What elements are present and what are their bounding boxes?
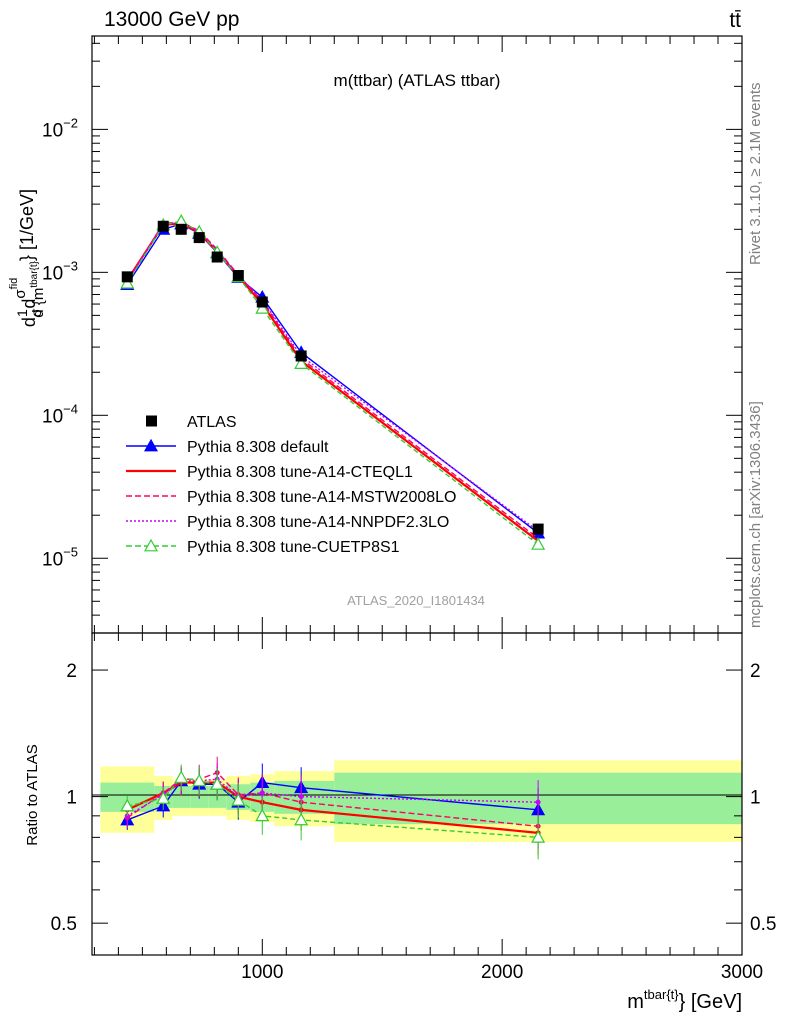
main-panel: m(ttbar) (ATLAS ttbar) ATLAS_2020_I18014… — [8, 35, 743, 634]
legend-label: Pythia 8.308 tune-CUETP8S1 — [187, 539, 400, 556]
data-point — [256, 296, 268, 308]
x-tick-label: 3000 — [721, 962, 763, 983]
xlabel-base: m — [627, 991, 644, 1013]
header-right: tt̄ — [729, 9, 741, 32]
ratio-marker — [255, 808, 270, 822]
legend-label: Pythia 8.308 tune-A14-CTEQL1 — [187, 464, 413, 481]
main-title: m(ttbar) (ATLAS ttbar) — [334, 71, 501, 90]
ratio-ylabel: Ratio to ATLAS — [24, 744, 41, 845]
ratio-marks — [120, 756, 546, 860]
x-tick-label: 1000 — [241, 962, 283, 983]
legend-marker — [143, 538, 159, 552]
y-tick-base: 10 — [42, 406, 63, 427]
legend-label: Pythia 8.308 default — [187, 439, 329, 456]
ratio-marker — [259, 790, 265, 796]
data-point — [532, 523, 544, 535]
legend-marker — [143, 438, 159, 452]
y-tick-label: 10−5 — [42, 544, 78, 570]
x-tick-labels: 1000 2000 3000 — [241, 962, 763, 983]
data-point — [232, 270, 244, 282]
ratio-marker — [192, 773, 207, 787]
ylabel-sig-sup: fid — [8, 278, 20, 290]
legend: ATLAS Pythia 8.308 default Pythia 8.308 tu… — [126, 414, 456, 556]
legend-marker — [146, 415, 157, 427]
ratio-tick-label-left: 1 — [66, 788, 77, 809]
series-marker — [255, 301, 270, 314]
ratio-frame — [91, 632, 743, 956]
xlabel-tail: } [GeV] — [679, 991, 742, 1013]
header-left: 13000 GeV pp — [104, 8, 239, 31]
ratio-band-inner — [172, 785, 191, 808]
ylabel-prefix: d — [19, 317, 39, 327]
ratio-tick-label-right: 0.5 — [750, 914, 776, 935]
y-axis-label: d1σdσfidd {mtbar{t}} [1/GeV] — [8, 189, 47, 327]
ratio-tick-label-left: 0.5 — [51, 914, 77, 935]
ratio-ticks — [92, 633, 743, 955]
series-line — [126, 220, 539, 545]
ylabel-frac-den: σ — [28, 308, 44, 317]
y-tick-exp: −2 — [63, 115, 78, 130]
data-point — [211, 251, 223, 263]
ratio-marker — [210, 777, 225, 790]
series-marker — [120, 275, 135, 289]
y-tick-label: 10−3 — [42, 258, 78, 284]
legend-label: ATLAS — [187, 414, 237, 431]
ratio-tick-labels: 2 2 1 1 0.5 0.5 — [51, 661, 777, 935]
y-tick-exp: −5 — [63, 544, 78, 559]
data-point — [157, 220, 169, 232]
ratio-marker — [231, 793, 246, 806]
data-point — [121, 271, 133, 283]
ratio-panel: 2 2 1 1 0.5 0.5 Ratio to ATLAS — [24, 632, 777, 956]
ratio-marker — [535, 799, 541, 805]
svg-text:d1σdσfidd {mtbar{t}} [1/GeV]: d1σdσfidd {mtbar{t}} [1/GeV] — [8, 189, 47, 327]
xlabel-sup: tbar{t} — [644, 987, 679, 1002]
ratio-marker — [174, 770, 189, 783]
rivet-label: Rivet 3.1.10, ≥ 2.1M events — [747, 83, 764, 266]
legend-label: Pythia 8.308 tune-A14-NNPDF2.3LO — [187, 514, 449, 531]
y-tick-label: 10−4 — [42, 401, 78, 427]
main-ticks — [92, 36, 743, 634]
y-tick-exp: −4 — [63, 401, 78, 416]
y-tick-base: 10 — [42, 120, 63, 141]
legend-label: Pythia 8.308 tune-A14-MSTW2008LO — [187, 489, 456, 506]
ylabel-den-sub: tbar{t} — [29, 260, 40, 287]
series-marker — [294, 356, 309, 369]
ratio-tick-label-left: 2 — [66, 661, 77, 682]
x-axis-label: mtbar{t}} [GeV] — [627, 987, 742, 1013]
watermark: ATLAS_2020_I1801434 — [347, 593, 485, 608]
ratio-marker — [156, 791, 171, 804]
series-marker — [531, 537, 546, 550]
mcplots-label: mcplots.cern.ch [arXiv:1306.3436] — [747, 401, 764, 628]
ylabel-den: d {m — [30, 288, 47, 318]
main-marks — [120, 213, 546, 550]
ratio-tick-label-right: 1 — [750, 788, 761, 809]
ratio-marker — [294, 812, 309, 826]
y-tick-labels: 10−210−310−410−5 — [42, 115, 78, 570]
data-point — [175, 223, 187, 235]
y-tick-label: 10−2 — [42, 115, 78, 141]
data-point — [193, 232, 205, 244]
ylabel-sig: σ — [12, 289, 29, 299]
ylabel-den-tail: } [1/GeV] — [17, 189, 37, 261]
y-tick-exp: −3 — [63, 258, 78, 273]
ratio-marker — [298, 794, 304, 800]
ratio-marker — [120, 798, 135, 812]
ratio-marker — [531, 830, 546, 843]
data-point — [295, 350, 307, 362]
y-tick-base: 10 — [42, 263, 63, 284]
y-tick-base: 10 — [42, 549, 63, 570]
ratio-tick-label-right: 2 — [750, 661, 761, 682]
x-tick-label: 2000 — [481, 962, 523, 983]
ratio-bands — [100, 760, 742, 842]
ylabel-frac-num: 1 — [14, 309, 30, 317]
ylabel-d: d — [19, 299, 39, 309]
